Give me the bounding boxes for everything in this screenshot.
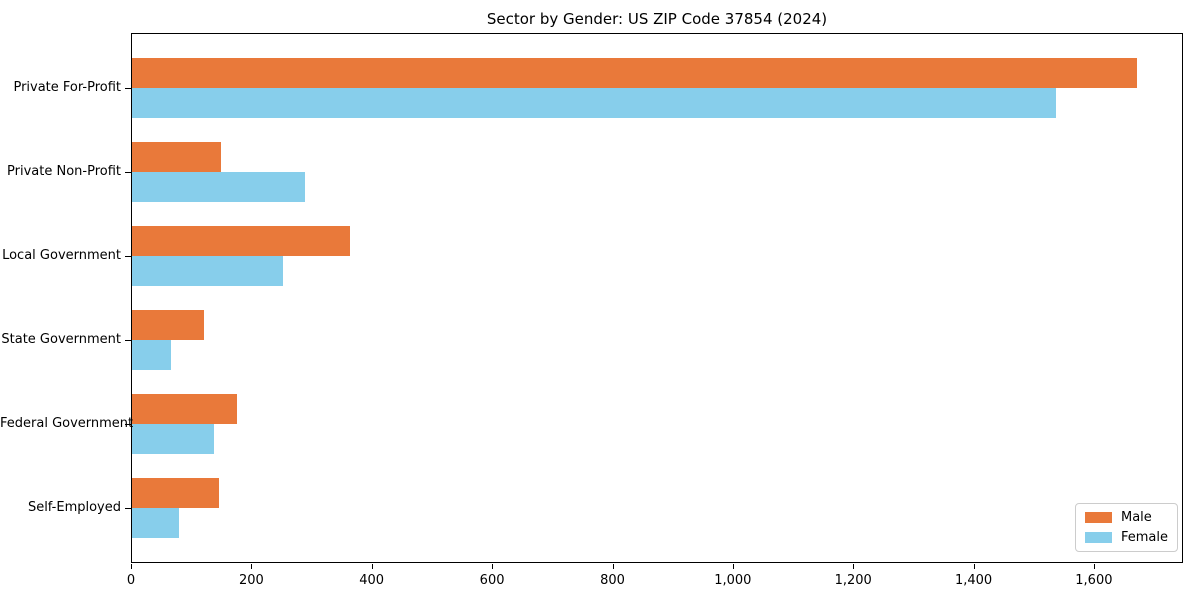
legend-swatch-male — [1084, 512, 1112, 523]
bar-female-1 — [132, 172, 306, 202]
y-tick — [125, 424, 131, 425]
x-tick — [371, 564, 373, 569]
x-axis-tick-label: 600 — [479, 573, 505, 588]
x-axis-tick-label: 1,000 — [714, 573, 752, 588]
bar-male-3 — [132, 310, 205, 340]
x-axis-tick-label: 1,600 — [1075, 573, 1113, 588]
x-tick — [853, 564, 855, 569]
y-tick — [125, 256, 131, 257]
bar-female-0 — [132, 88, 1056, 118]
x-tick — [492, 564, 494, 569]
bar-female-2 — [132, 256, 283, 286]
bar-male-0 — [132, 58, 1138, 88]
legend-entry-female: Female — [1084, 530, 1168, 545]
x-axis-tick-label: 200 — [238, 573, 264, 588]
x-tick — [612, 564, 614, 569]
x-tick — [251, 564, 253, 569]
legend-label: Female — [1120, 530, 1168, 545]
legend-entry-male: Male — [1084, 510, 1168, 525]
x-tick — [1093, 564, 1095, 569]
x-axis-tick-label: 1,200 — [834, 573, 872, 588]
y-axis-label: Self-Employed — [27, 500, 121, 515]
y-axis-label: State Government — [1, 332, 121, 347]
y-axis-label: Local Government — [2, 248, 121, 263]
x-axis-tick-label: 0 — [126, 573, 136, 588]
chart-title: Sector by Gender: US ZIP Code 37854 (202… — [486, 10, 828, 28]
x-tick — [973, 564, 975, 569]
y-axis-label: Private Non-Profit — [7, 164, 121, 179]
x-axis-tick-label: 1,400 — [954, 573, 993, 588]
x-tick — [131, 564, 132, 569]
y-axis-label: Federal Government — [0, 416, 134, 431]
x-axis-tick-label: 400 — [359, 573, 385, 588]
legend: Male Female — [1074, 503, 1178, 552]
legend-swatch-female — [1084, 532, 1112, 543]
bar-male-2 — [132, 226, 350, 256]
bar-male-1 — [132, 142, 222, 172]
y-tick — [125, 88, 131, 89]
plot-area: Male Female — [131, 33, 1183, 563]
bar-female-3 — [132, 340, 172, 370]
bar-male-4 — [132, 394, 238, 424]
y-tick — [125, 172, 131, 173]
bar-female-5 — [132, 508, 179, 538]
y-tick — [125, 340, 131, 341]
legend-label: Male — [1120, 510, 1152, 525]
x-axis-tick-label: 800 — [600, 573, 625, 588]
y-axis-label: Private For-Profit — [13, 80, 121, 95]
bar-female-4 — [132, 424, 214, 454]
y-tick — [125, 508, 131, 509]
bar-male-5 — [132, 478, 220, 508]
x-tick — [732, 564, 734, 569]
